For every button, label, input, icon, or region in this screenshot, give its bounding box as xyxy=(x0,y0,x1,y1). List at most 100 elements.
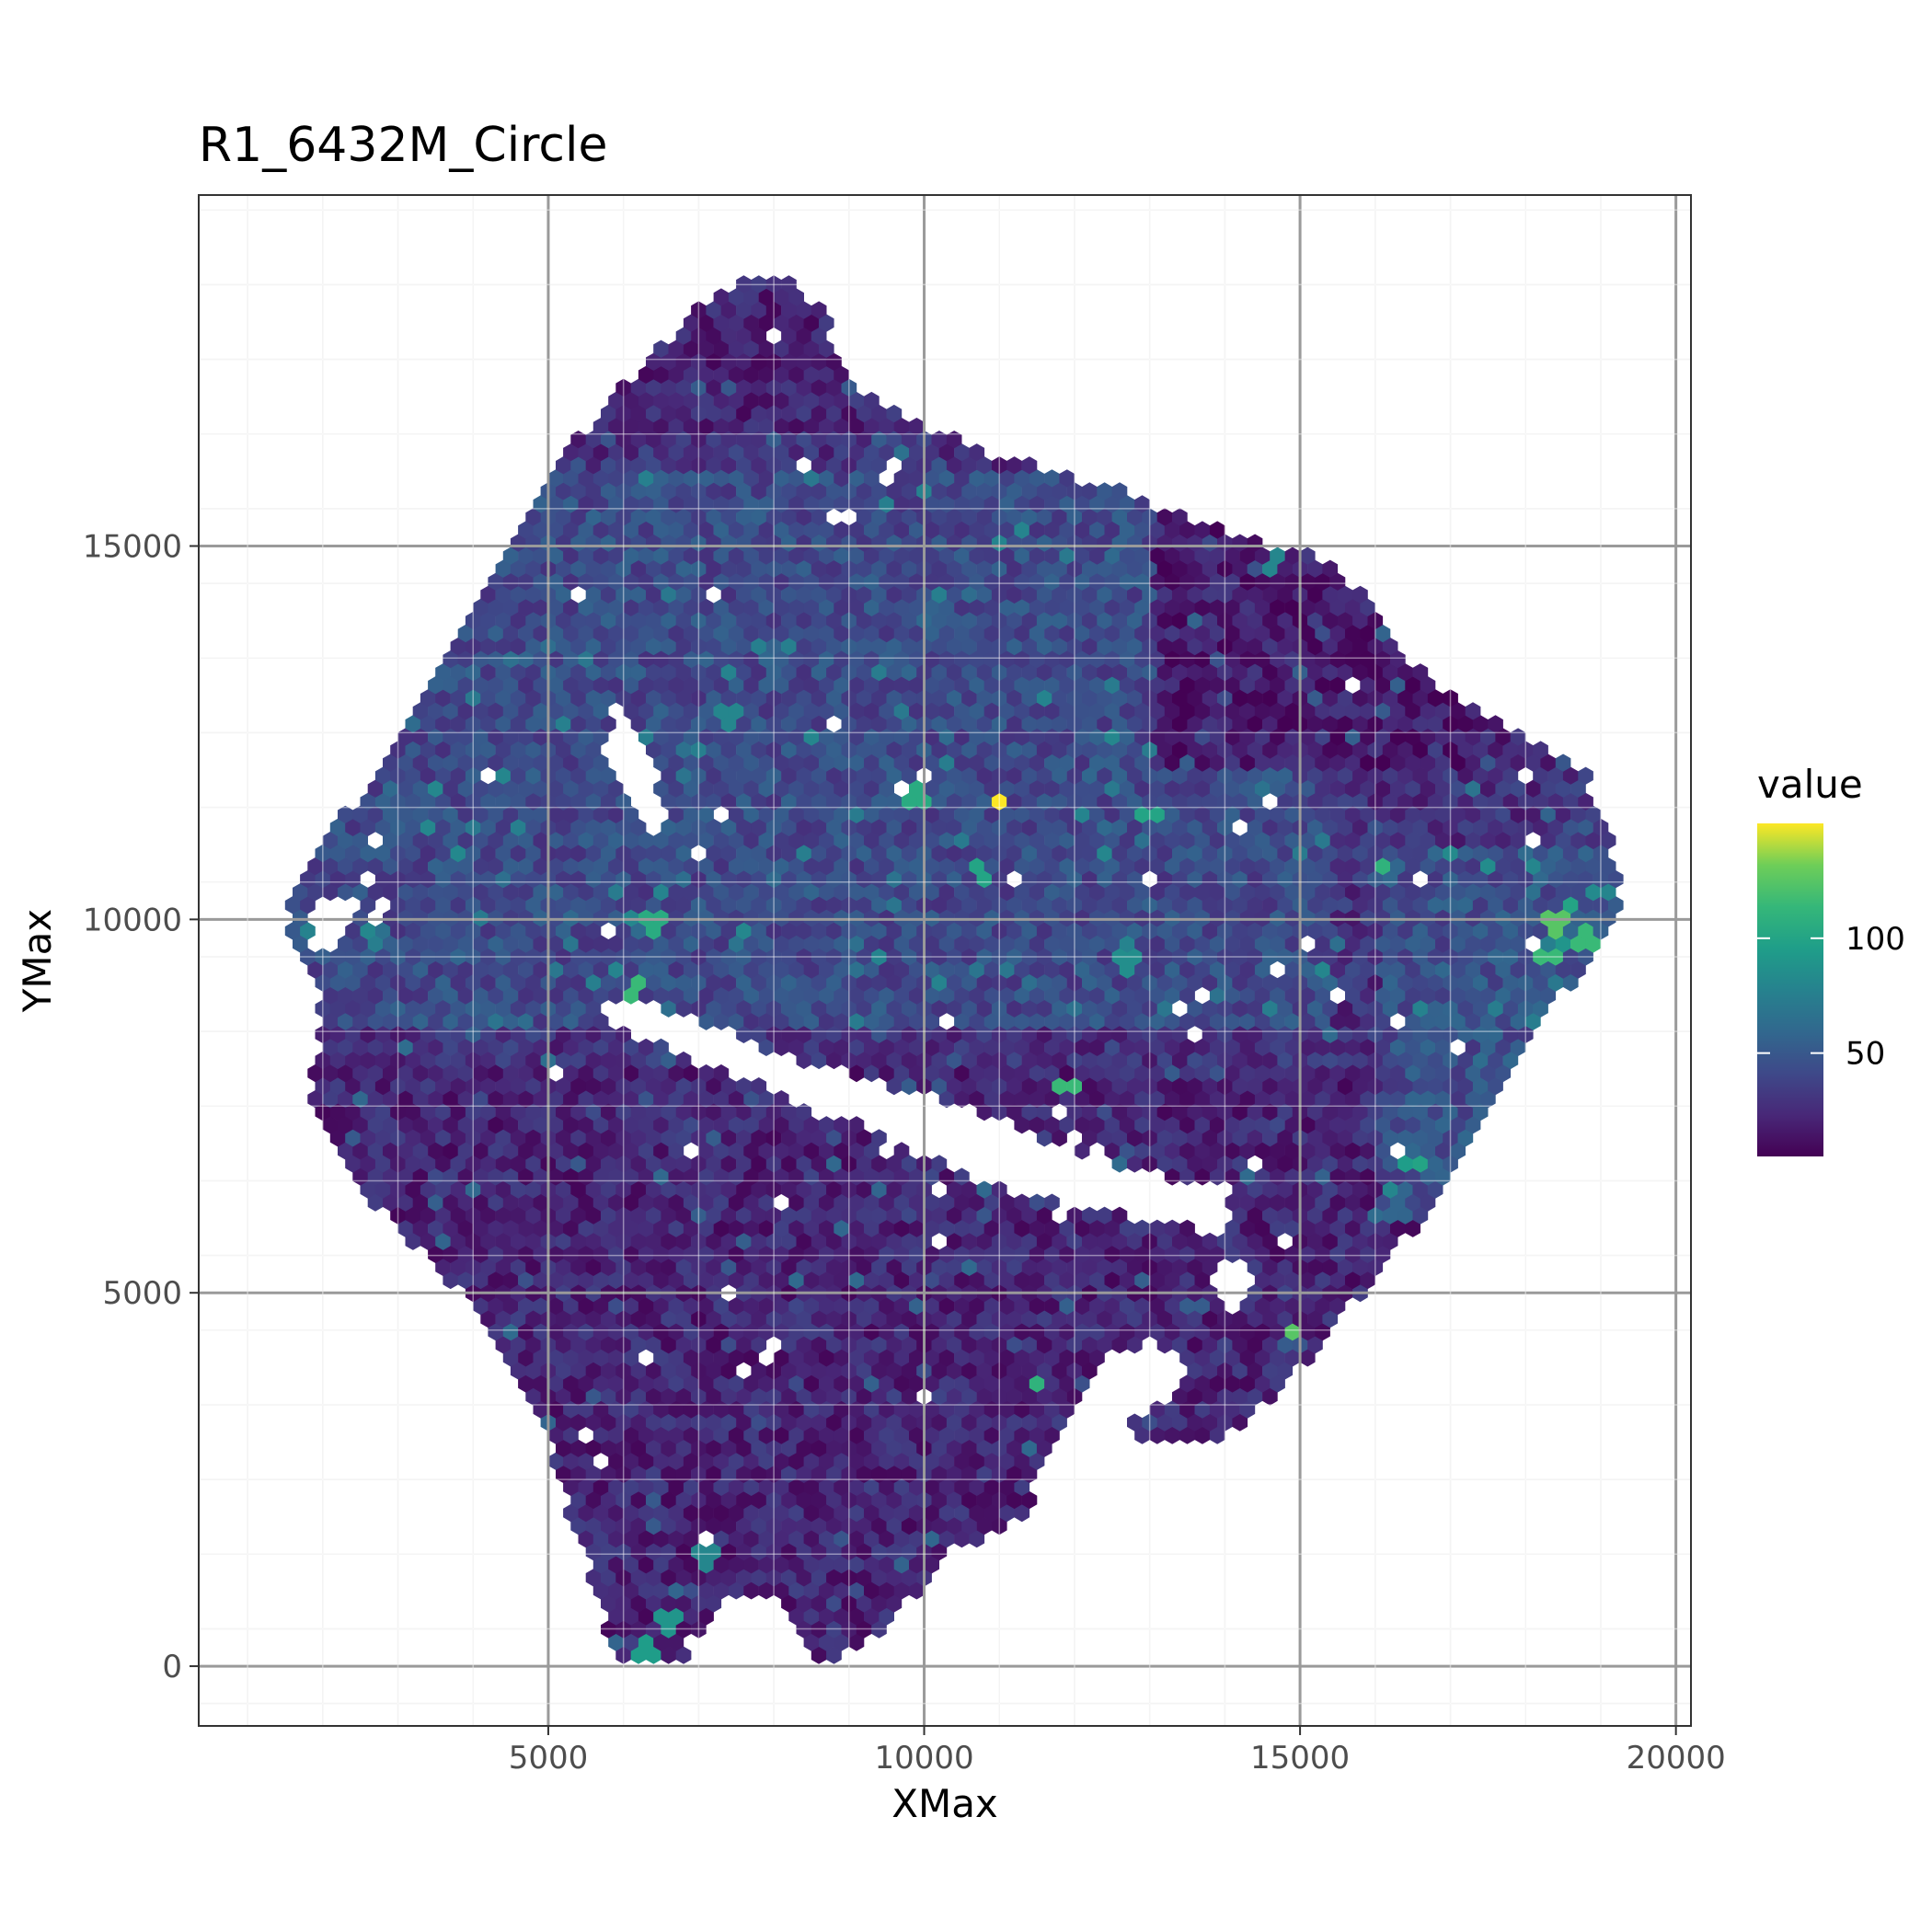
hex-bin xyxy=(668,805,684,823)
hex-bin xyxy=(698,1219,714,1237)
hex-bin xyxy=(1172,973,1188,992)
hex-bin xyxy=(1179,909,1195,927)
hex-bin xyxy=(991,1180,1007,1199)
hex-bin xyxy=(518,1219,534,1237)
hex-bin xyxy=(781,1310,797,1328)
hex-bin xyxy=(1254,1271,1271,1290)
hex-bin xyxy=(623,676,639,695)
hex-bin xyxy=(1299,753,1316,772)
hex-bin xyxy=(374,1155,391,1173)
hex-bin xyxy=(1412,1077,1429,1096)
hex-bin xyxy=(713,702,730,720)
hex-bin xyxy=(1405,935,1420,953)
hex-bin xyxy=(1164,1167,1180,1186)
hex-bin xyxy=(1315,1090,1330,1109)
hex-bin xyxy=(819,909,834,927)
hex-bin xyxy=(510,922,526,940)
hex-bin xyxy=(653,1349,669,1367)
hex-bin xyxy=(864,1193,880,1212)
hex-bin xyxy=(1262,715,1278,733)
hex-bin xyxy=(457,1038,474,1056)
hex-bin xyxy=(1104,909,1121,927)
hex-bin xyxy=(834,753,849,772)
hex-bin xyxy=(1247,1077,1263,1096)
hex-bin xyxy=(1412,973,1429,992)
hex-bin xyxy=(954,1193,970,1212)
hex-bin xyxy=(826,1620,842,1639)
hex-bin xyxy=(578,1530,594,1548)
hex-bin xyxy=(1299,831,1316,850)
hex-bin xyxy=(1299,1167,1316,1186)
hex-bin xyxy=(1142,973,1157,992)
hex-bin xyxy=(683,857,699,876)
hex-bin xyxy=(886,1310,903,1328)
hex-bin xyxy=(901,1180,917,1199)
hex-bin xyxy=(1307,948,1323,966)
hex-bin xyxy=(1059,1323,1075,1341)
hex-bin xyxy=(909,1556,925,1574)
hex-bin xyxy=(1262,1051,1278,1070)
hex-bin xyxy=(991,663,1007,682)
hex-bin xyxy=(924,1478,939,1496)
hex-bin xyxy=(473,1271,489,1290)
hex-bin xyxy=(1367,1103,1384,1121)
hex-bin xyxy=(1164,857,1180,876)
hex-bin xyxy=(1600,857,1616,876)
hex-bin xyxy=(668,1297,684,1316)
hex-bin xyxy=(773,728,789,746)
hex-bin xyxy=(954,598,970,616)
hex-bin xyxy=(751,1543,767,1561)
hex-bin xyxy=(1254,1349,1271,1367)
hex-bin xyxy=(728,986,744,1005)
hex-bin xyxy=(1232,585,1248,604)
hex-bin xyxy=(924,1503,939,1523)
hex-bin xyxy=(1299,1219,1316,1237)
hex-bin xyxy=(1367,922,1384,940)
hex-bin xyxy=(1578,896,1593,914)
hex-bin xyxy=(736,1387,752,1406)
hex-bin xyxy=(1472,766,1489,785)
hex-bin xyxy=(976,715,993,733)
hex-bin xyxy=(623,1607,639,1626)
hex-bin xyxy=(976,792,993,811)
hex-bin xyxy=(1443,741,1458,759)
hex-bin xyxy=(592,1219,609,1237)
hex-bin xyxy=(1021,1077,1038,1096)
hex-bin xyxy=(525,1155,541,1173)
hex-bin xyxy=(661,1439,676,1457)
hex-bin xyxy=(502,960,519,979)
hex-bin xyxy=(743,676,759,695)
hex-bin xyxy=(502,650,519,669)
hex-bin xyxy=(720,1180,737,1199)
hex-bin xyxy=(352,831,368,850)
hex-bin xyxy=(969,883,985,902)
hex-bin xyxy=(1465,702,1481,720)
hex-bin xyxy=(886,1413,903,1432)
hex-bin xyxy=(1322,948,1339,966)
hex-bin xyxy=(1374,624,1391,643)
hex-bin xyxy=(502,1297,519,1316)
hex-bin xyxy=(788,1374,804,1393)
hex-bin xyxy=(848,1530,865,1548)
hex-bin xyxy=(1367,948,1384,966)
hex-bin xyxy=(457,883,474,902)
hex-bin xyxy=(547,857,564,876)
hex-bin xyxy=(547,728,564,746)
hex-bin xyxy=(1270,805,1285,823)
hex-bin xyxy=(608,1374,624,1393)
hex-bin xyxy=(630,715,647,733)
hex-bin xyxy=(1232,973,1248,992)
hex-bin xyxy=(864,1581,880,1600)
hex-bin xyxy=(1225,1374,1240,1393)
hex-bin xyxy=(773,1581,789,1600)
hex-bin xyxy=(1036,585,1052,604)
hex-bin xyxy=(856,559,872,578)
hex-bin xyxy=(525,585,541,604)
hex-bin xyxy=(397,1012,413,1030)
hex-bin xyxy=(1472,1077,1489,1096)
hex-bin xyxy=(646,1336,661,1354)
hex-bin xyxy=(1217,689,1233,707)
hex-bin xyxy=(969,935,985,953)
hex-bin xyxy=(864,935,880,953)
hex-bin xyxy=(1134,753,1150,772)
